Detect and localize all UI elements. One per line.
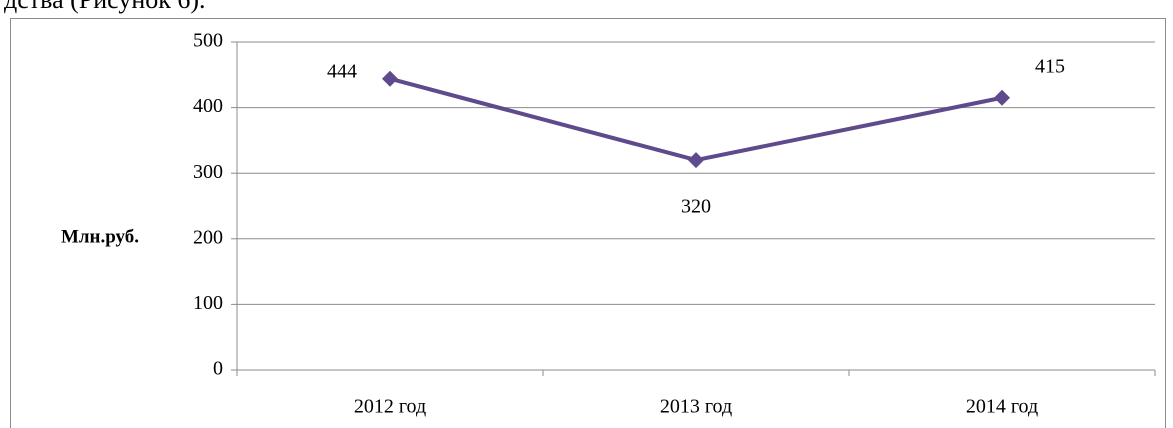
y-tick-label: 400: [193, 95, 223, 117]
marker: [994, 89, 1010, 106]
x-tick-label: 2014 год: [966, 396, 1038, 418]
data-label: 415: [1035, 55, 1065, 77]
y-axis-label: Млн.руб.: [61, 226, 139, 247]
y-tick-label: 200: [193, 226, 223, 248]
y-tick-label: 100: [193, 292, 223, 314]
marker: [382, 70, 398, 87]
line: [389, 76, 1003, 163]
y-tick-label: 300: [193, 161, 223, 183]
x-tick-label: 2012 год: [354, 396, 426, 418]
x-tick-label: 2013 год: [660, 396, 732, 418]
chart-frame: [10, 18, 1166, 428]
y-tick-label: 0: [213, 358, 223, 380]
caption-fragment: дства (Рисунок 6).: [4, 0, 206, 14]
marker: [688, 152, 704, 169]
data-label: 320: [681, 196, 711, 218]
y-tick-label: 500: [193, 30, 223, 52]
data-label: 444: [327, 60, 357, 82]
